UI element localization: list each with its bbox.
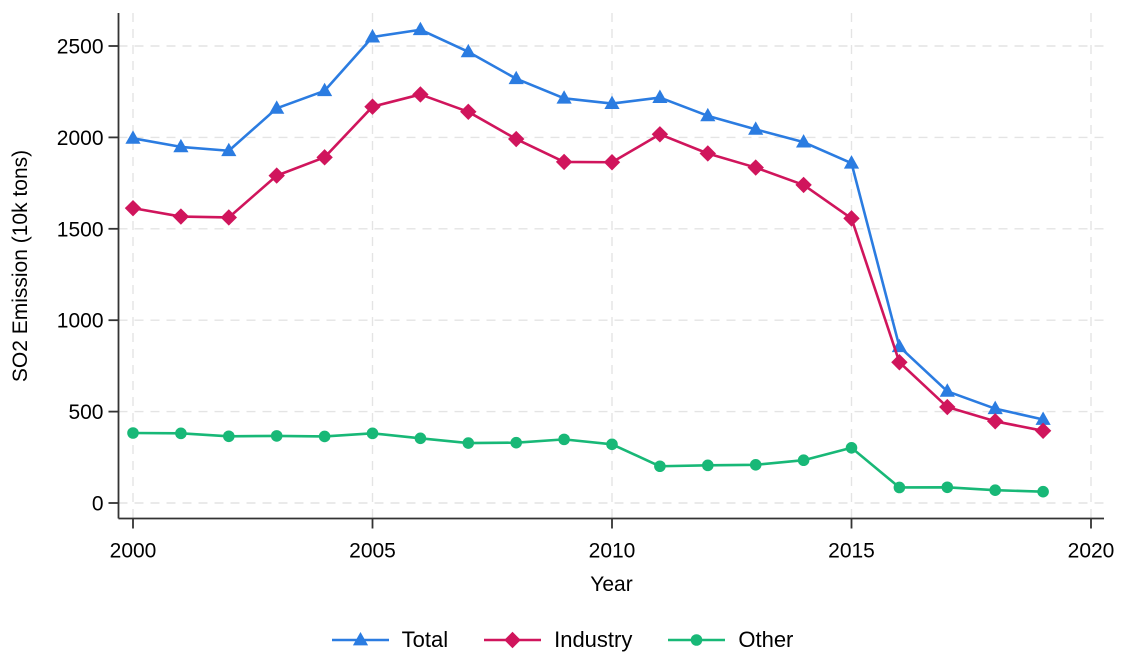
axes: 0 500 1000 1500 2000 2500 2000 2005 2010 2015 2020 [57, 13, 1115, 563]
industry-marker-2012 [699, 145, 716, 162]
industry-marker-2014 [795, 176, 812, 194]
total-marker-2015 [843, 155, 860, 169]
industry-marker-2003 [268, 167, 285, 184]
industry-marker-2002 [220, 209, 237, 226]
other-line-swatch [668, 634, 726, 646]
total-marker-2001 [173, 138, 189, 153]
total-marker-2007 [460, 43, 476, 58]
y-tick-label-0: 0 [92, 493, 104, 516]
other-marker-2001 [175, 427, 187, 440]
total-line-swatch [331, 632, 389, 646]
other-marker-2003 [270, 430, 283, 442]
x-axis-title: Year [590, 573, 633, 596]
x-tick-label-2010: 2010 [589, 540, 636, 563]
series-other [127, 427, 1049, 498]
other-marker-2016 [893, 481, 906, 494]
other-marker-2006 [414, 432, 427, 445]
industry-marker-2000 [124, 199, 142, 217]
industry-marker-2007 [460, 103, 477, 121]
other-swatch-graphic [668, 634, 726, 646]
industry-marker-2015 [843, 210, 860, 227]
other-marker-2002 [223, 430, 235, 443]
total-marker-2002 [221, 142, 237, 157]
series-industry [124, 86, 1052, 439]
industry-marker-2005 [364, 98, 381, 115]
total-marker-2005 [364, 29, 381, 43]
y-tick-label-1500: 1500 [57, 218, 104, 241]
other-marker-2017 [941, 481, 954, 494]
total-marker-2018 [987, 400, 1003, 415]
x-tick-label-2020: 2020 [1068, 540, 1115, 563]
legend-item-other: Other [668, 629, 793, 651]
y-tick-label-1000: 1000 [57, 310, 104, 333]
x-tick-label-2015: 2015 [828, 540, 875, 563]
total-marker-2014 [796, 134, 812, 148]
legend-label-other: Other [738, 627, 794, 652]
total-marker-2017 [939, 383, 955, 397]
other-marker-2018 [989, 484, 1001, 497]
industry-line [132, 93, 1044, 433]
legend-item-industry: Industry [484, 629, 632, 651]
total-swatch-triangle-icon [352, 632, 368, 646]
industry-marker-2013 [747, 159, 764, 176]
y-axis-title: SO2 Emission (10k tons) [9, 149, 32, 383]
industry-marker-2001 [172, 208, 190, 225]
industry-marker-2017 [939, 398, 956, 416]
industry-marker-2018 [987, 413, 1004, 430]
other-marker-2013 [749, 458, 762, 471]
other-swatch-circle-icon [691, 634, 703, 646]
x-tick-label-2000: 2000 [110, 540, 157, 563]
total-marker-2011 [652, 89, 668, 103]
total-swatch-graphic [331, 632, 389, 646]
total-marker-2000 [125, 130, 141, 144]
industry-marker-2010 [603, 154, 621, 171]
total-marker-2009 [556, 90, 572, 104]
other-marker-2007 [462, 437, 475, 449]
industry-marker-2016 [891, 354, 908, 371]
total-marker-2003 [269, 100, 285, 114]
other-marker-2019 [1037, 485, 1049, 498]
legend-item-total: Total [331, 627, 449, 652]
y-tick-label-500: 500 [68, 401, 103, 424]
other-line [132, 431, 1044, 493]
y-tick-label-2500: 2500 [57, 36, 104, 59]
total-marker-2013 [748, 121, 764, 135]
total-marker-2008 [508, 70, 524, 85]
other-marker-2014 [797, 454, 810, 467]
total-marker-2019 [1035, 411, 1051, 425]
other-marker-2012 [702, 459, 714, 472]
other-marker-2010 [606, 438, 618, 451]
industry-marker-2009 [555, 153, 573, 171]
industry-swatch-diamond-icon [504, 631, 521, 649]
x-tick-label-2005: 2005 [349, 540, 396, 563]
industry-marker-2019 [1034, 422, 1052, 439]
other-marker-2015 [845, 441, 858, 454]
other-marker-2011 [654, 460, 666, 473]
industry-marker-2011 [651, 126, 669, 143]
industry-line-swatch [484, 631, 542, 649]
other-marker-2009 [558, 433, 570, 446]
industry-marker-2006 [412, 86, 429, 103]
other-marker-2000 [127, 427, 139, 439]
series-total [125, 21, 1051, 425]
total-marker-2006 [412, 21, 428, 36]
total-marker-2010 [604, 95, 620, 109]
total-marker-2004 [317, 82, 333, 97]
y-tick-label-2000: 2000 [57, 127, 104, 150]
industry-marker-2008 [508, 130, 525, 148]
other-marker-2008 [510, 436, 522, 449]
industry-swatch-graphic [484, 631, 542, 649]
total-marker-2012 [700, 107, 716, 122]
total-line [132, 28, 1044, 421]
legend: Total Industry Other [0, 626, 1125, 654]
legend-label-industry: Industry [554, 627, 633, 652]
other-marker-2005 [366, 427, 379, 440]
legend-label-total: Total [401, 627, 449, 652]
other-marker-2004 [318, 430, 331, 443]
industry-marker-2004 [316, 149, 333, 166]
